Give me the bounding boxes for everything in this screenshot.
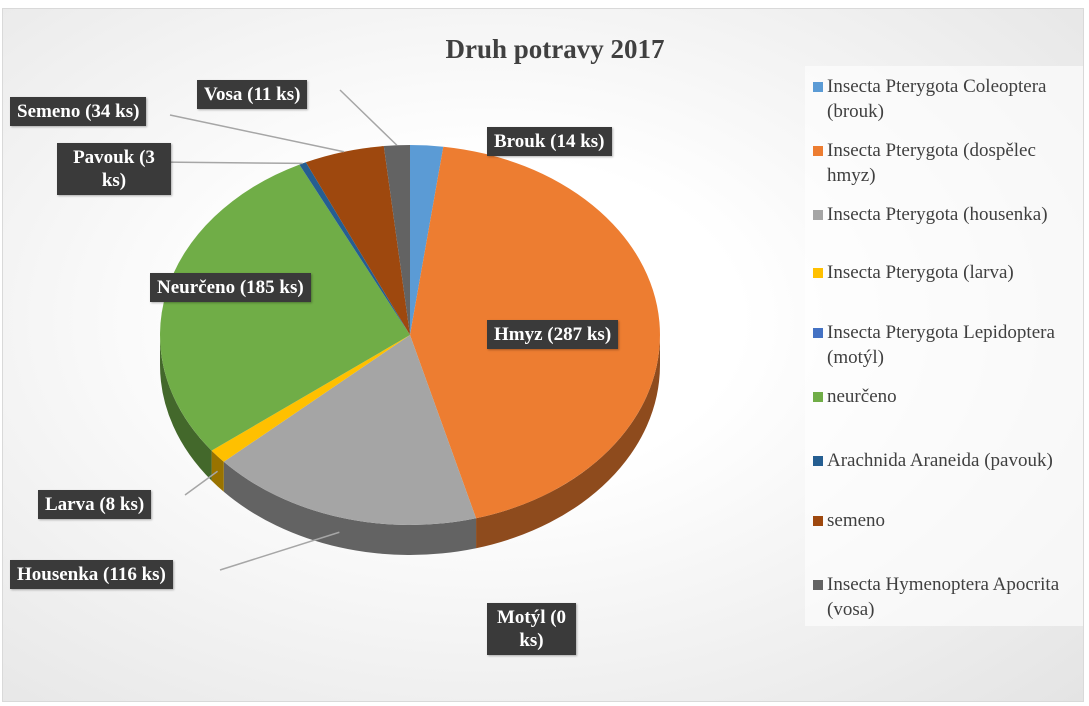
data-label: Neurčeno (185 ks)	[150, 273, 311, 302]
legend-swatch	[813, 580, 823, 590]
legend-label: Insecta Pterygota (housenka)	[827, 204, 1048, 225]
slice	[305, 146, 410, 335]
legend-label: Insecta Pterygota (dospělec hmyz)	[827, 140, 1036, 186]
legend-swatch	[813, 392, 823, 402]
slice-side	[476, 335, 660, 549]
slice	[160, 164, 410, 451]
leader-line	[184, 470, 218, 496]
slice-side	[211, 450, 224, 492]
legend-item: Arachnida Araneida (pavouk)	[813, 448, 1077, 473]
data-label: Hmyz (287 ks)	[487, 320, 619, 349]
legend-label: Insecta Hymenoptera Apocrita (vosa)	[827, 574, 1060, 620]
legend-swatch	[813, 82, 823, 92]
data-label: Motýl (0 ks)	[487, 603, 576, 655]
legend-label: Insecta Pterygota Lepidoptera (motýl)	[827, 322, 1055, 368]
legend-item: Insecta Pterygota (housenka)	[813, 202, 1077, 227]
legend-item: Insecta Hymenoptera Apocrita (vosa)	[813, 572, 1077, 622]
chart-title: Druh potravy 2017	[445, 34, 665, 64]
legend-item: Insecta Pterygota (larva)	[813, 260, 1077, 285]
legend-label: neurčeno	[827, 386, 897, 407]
leader-line	[154, 161, 303, 165]
slice-side	[160, 335, 212, 481]
legend-swatch	[813, 516, 823, 526]
legend-swatch	[813, 328, 823, 338]
leader-line	[219, 531, 340, 571]
legend-label: Arachnida Araneida (pavouk)	[827, 450, 1053, 471]
data-label: Housenka (116 ks)	[10, 560, 173, 589]
data-label: Vosa (11 ks)	[197, 80, 308, 109]
legend-item: Insecta Pterygota Coleoptera (brouk)	[813, 74, 1077, 124]
legend-item: semeno	[813, 508, 1077, 533]
slice	[299, 162, 410, 335]
leader-line	[169, 114, 345, 153]
legend-swatch	[813, 146, 823, 156]
slice-side	[223, 461, 477, 555]
legend-item: Insecta Pterygota (dospělec hmyz)	[813, 138, 1077, 188]
slice	[223, 335, 477, 525]
data-label: Larva (8 ks)	[38, 490, 152, 519]
leader-line	[339, 89, 398, 146]
slice	[410, 145, 444, 335]
slice	[211, 335, 410, 462]
legend-label: Insecta Pterygota Coleoptera (brouk)	[827, 76, 1047, 122]
data-label: Brouk (14 ks)	[487, 127, 612, 156]
legend-swatch	[813, 456, 823, 466]
legend-swatch	[813, 268, 823, 278]
legend: Insecta Pterygota Coleoptera (brouk) Inse…	[805, 66, 1083, 626]
legend-label: semeno	[827, 510, 886, 531]
slice	[383, 145, 410, 335]
data-label: Pavouk (3 ks)	[57, 143, 171, 195]
legend-swatch	[813, 210, 823, 220]
data-label: Semeno (34 ks)	[10, 97, 147, 126]
legend-item: Insecta Pterygota Lepidoptera (motýl)	[813, 320, 1077, 370]
legend-item: neurčeno	[813, 384, 1077, 409]
legend-label: Insecta Pterygota (larva)	[827, 262, 1014, 283]
